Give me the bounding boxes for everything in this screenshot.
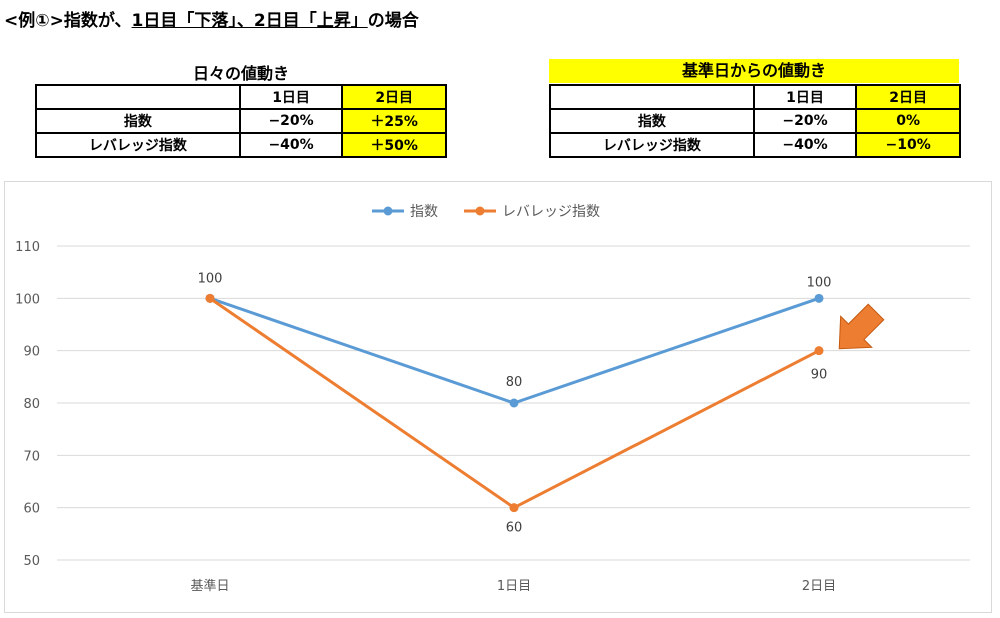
row-label: レバレッジ指数 xyxy=(549,132,755,158)
data-label: 90 xyxy=(811,368,828,383)
header-cell: 2日目 xyxy=(341,84,447,110)
data-point xyxy=(509,398,519,408)
heading-suffix: の場合 xyxy=(367,11,419,31)
table-row: レバレッジ指数 −40% ＋50% xyxy=(35,132,447,158)
legend-marker xyxy=(475,206,485,216)
cell: −40% xyxy=(238,132,344,158)
page-heading: <例①>指数が、1日目「下落」、2日目「上昇」の場合 xyxy=(4,6,419,31)
arrow-shape xyxy=(838,303,885,350)
y-tick-label: 100 xyxy=(15,292,40,307)
base-table: 1日目 2日目 指数 −20% 0% レバレッジ指数 −40% −10% xyxy=(549,84,961,158)
row-label: レバレッジ指数 xyxy=(35,132,241,158)
daily-table-title: 日々の値動き xyxy=(192,64,289,83)
legend-label: 指数 xyxy=(410,204,438,220)
data-label: 100 xyxy=(807,275,832,290)
y-tick-label: 90 xyxy=(23,345,40,360)
table-header-row: 1日目 2日目 xyxy=(549,84,961,110)
x-tick-label: 1日目 xyxy=(497,579,531,594)
cell: −40% xyxy=(752,132,858,158)
cell: −10% xyxy=(855,132,961,158)
y-tick-label: 50 xyxy=(23,554,40,569)
legend-label: レバレッジ指数 xyxy=(502,204,600,220)
table-header-row: 1日目 2日目 xyxy=(35,84,447,110)
header-cell xyxy=(549,84,755,110)
y-tick-label: 110 xyxy=(15,240,40,255)
arrow-icon xyxy=(838,303,885,350)
table-row: 指数 −20% ＋25% xyxy=(35,108,447,134)
header-cell: 2日目 xyxy=(855,84,961,110)
data-point xyxy=(814,293,824,303)
header-cell: 1日目 xyxy=(752,84,858,110)
data-label: 60 xyxy=(506,521,523,536)
table-row: レバレッジ指数 −40% −10% xyxy=(549,132,961,158)
x-tick-label: 2日目 xyxy=(802,579,836,594)
data-point xyxy=(814,346,824,356)
cell: −20% xyxy=(238,108,344,134)
y-tick-label: 60 xyxy=(23,502,40,517)
cell: −20% xyxy=(752,108,858,134)
cell: ＋25% xyxy=(341,108,447,134)
cell: 0% xyxy=(855,108,961,134)
y-tick-label: 80 xyxy=(23,397,40,412)
header-cell: 1日目 xyxy=(238,84,344,110)
legend-marker xyxy=(383,206,393,216)
base-table-title: 基準日からの値動き xyxy=(549,59,959,83)
data-label: 80 xyxy=(506,375,523,390)
header-cell xyxy=(35,84,241,110)
data-point xyxy=(509,503,519,513)
y-tick-label: 70 xyxy=(23,449,40,464)
data-label: 100 xyxy=(198,271,223,286)
table-row: 指数 −20% 0% xyxy=(549,108,961,134)
daily-table: 1日目 2日目 指数 −20% ＋25% レバレッジ指数 −40% ＋50% xyxy=(35,84,447,158)
data-point xyxy=(205,293,215,303)
x-tick-label: 基準日 xyxy=(190,578,229,594)
heading-prefix: <例①>指数が、 xyxy=(4,11,132,31)
heading-underlined: 1日目「下落」、2日目「上昇」 xyxy=(131,11,368,31)
row-label: 指数 xyxy=(549,108,755,134)
row-label: 指数 xyxy=(35,108,241,134)
cell: ＋50% xyxy=(341,132,447,158)
